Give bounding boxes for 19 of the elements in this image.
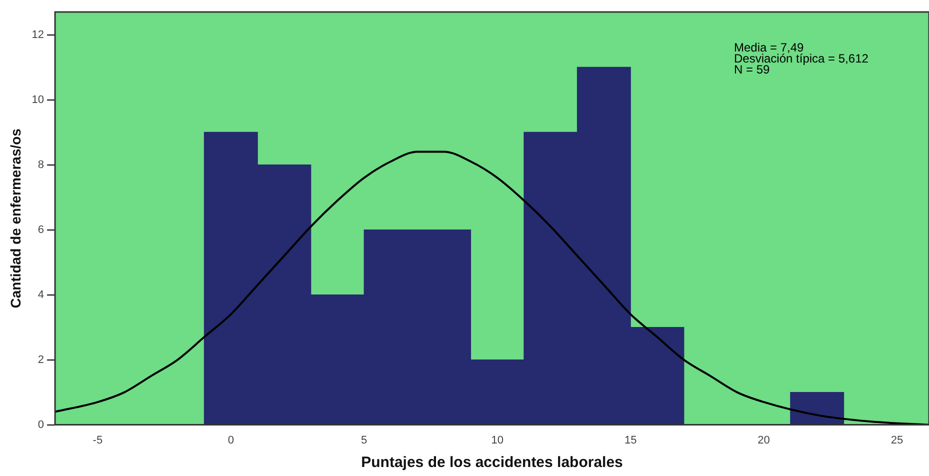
x-tick-label: 20 — [758, 434, 770, 446]
x-tick-label: 10 — [491, 434, 504, 446]
y-tick-label: 10 — [32, 94, 44, 106]
y-tick-label: 2 — [38, 354, 44, 366]
x-tick-label: -5 — [92, 434, 103, 446]
y-tick-label: 4 — [38, 288, 44, 301]
x-tick-label: 15 — [624, 434, 637, 446]
y-tick-label: 0 — [38, 418, 44, 431]
annotation: Media = 7,49 — [734, 40, 804, 54]
y-tick-label: 6 — [38, 224, 44, 236]
y-tick-label: 8 — [38, 158, 44, 171]
y-tick-label: 12 — [32, 28, 44, 41]
y-axis-title: Cantidad de enfermeras/os — [7, 128, 24, 308]
annotation: N = 59 — [734, 62, 770, 76]
x-axis-title: Puntajes de los accidentes laborales — [361, 454, 623, 472]
x-tick-label: 0 — [228, 434, 234, 446]
x-tick-label: 25 — [890, 434, 904, 446]
x-tick-label: 5 — [361, 434, 368, 446]
line-series — [55, 150, 929, 425]
